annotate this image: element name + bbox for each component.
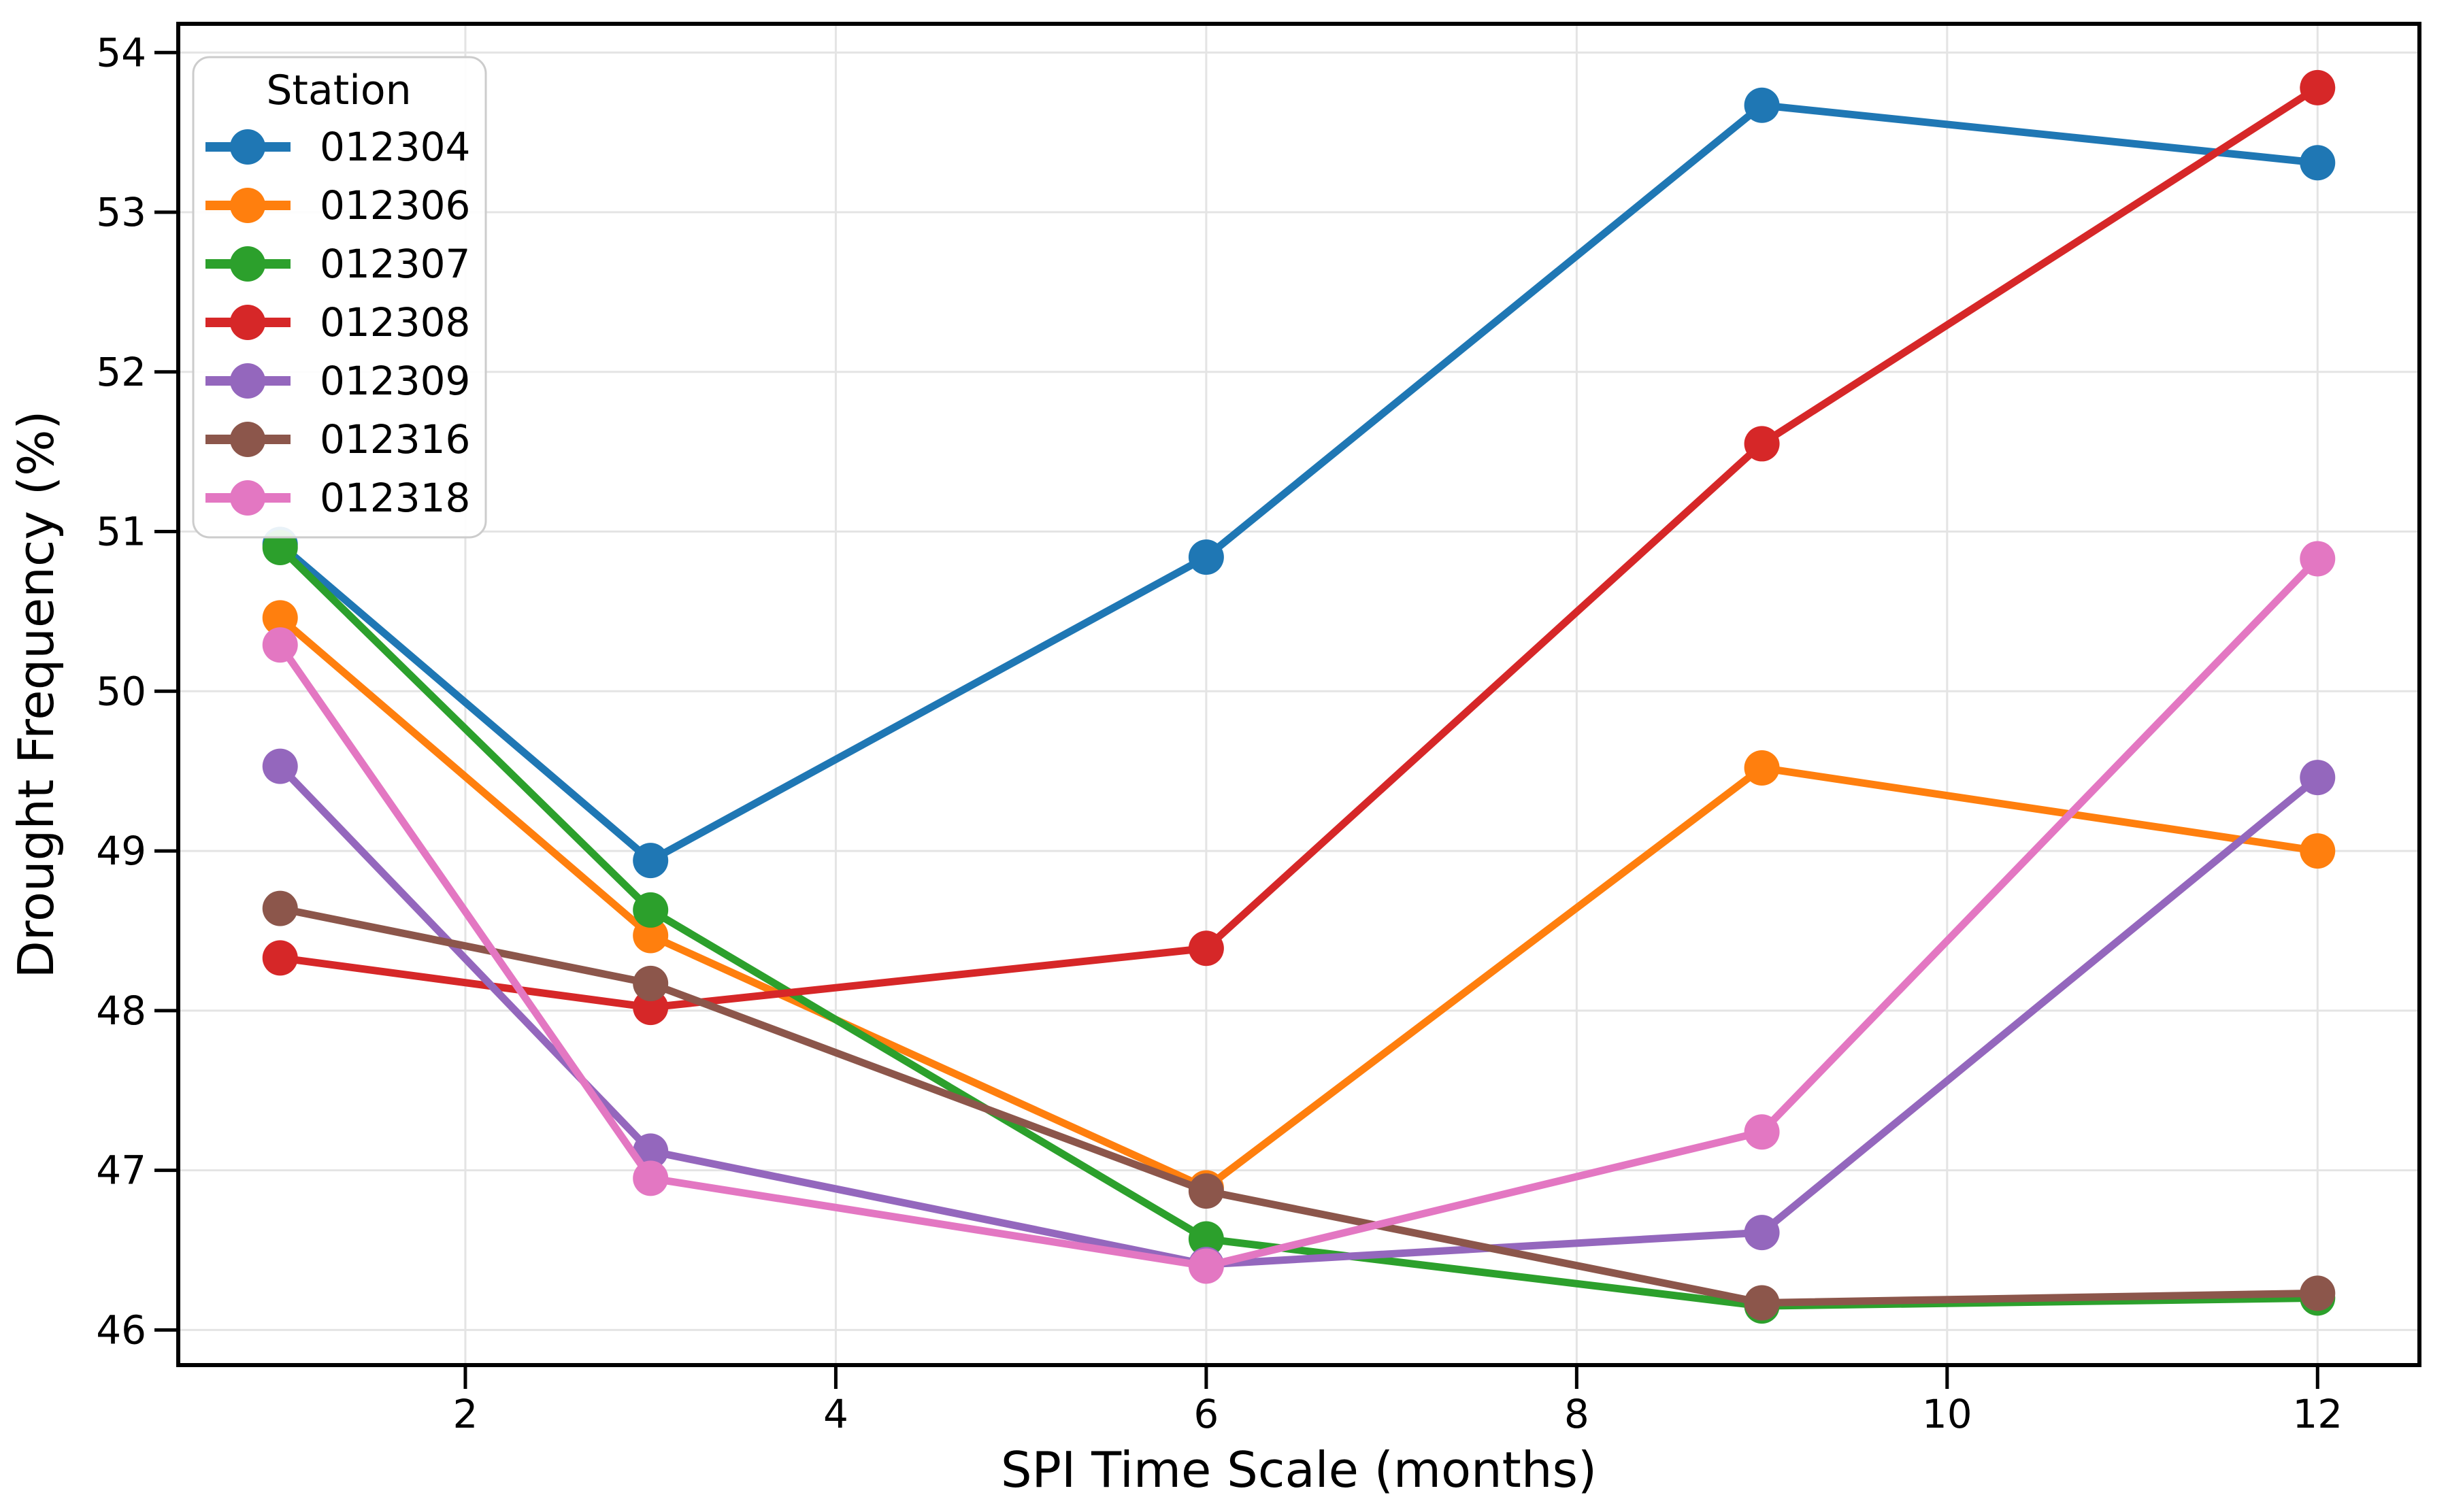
legend-swatch-marker <box>230 129 265 165</box>
legend: 012304 012306 012307 012308 012309 012316 0123… <box>192 56 487 539</box>
data-point-012316-x12 <box>2300 1275 2336 1311</box>
legend-entry-012306: 012306 <box>205 182 470 229</box>
data-point-012304-x9 <box>1744 87 1780 123</box>
x-tick-label: 10 <box>1922 1391 1972 1437</box>
y-tick-label: 54 <box>96 29 146 75</box>
x-tick-label: 8 <box>1564 1391 1589 1437</box>
data-point-012308-x9 <box>1744 426 1780 462</box>
legend-label: 012304 <box>320 124 470 170</box>
y-tick-label: 53 <box>96 189 146 235</box>
data-point-012316-x9 <box>1744 1285 1780 1321</box>
legend-title: Station <box>266 67 411 114</box>
data-point-012318-x12 <box>2300 541 2336 577</box>
legend-label: 012316 <box>320 416 470 463</box>
data-point-012304-x12 <box>2300 145 2336 181</box>
data-point-012306-x12 <box>2300 833 2336 869</box>
legend-entry-012307: 012307 <box>205 241 470 287</box>
data-point-012318-x1 <box>262 627 298 663</box>
data-point-012308-x6 <box>1188 930 1224 967</box>
data-point-012309-x12 <box>2300 760 2336 796</box>
data-point-012307-x6 <box>1188 1221 1224 1257</box>
data-point-012309-x9 <box>1744 1215 1780 1251</box>
plot-border <box>176 22 2421 1367</box>
x-tick-label: 12 <box>2292 1391 2343 1437</box>
legend-label: 012306 <box>320 182 470 229</box>
y-tick-label: 52 <box>96 349 146 395</box>
y-tick-label: 48 <box>96 988 146 1034</box>
x-tick-label: 6 <box>1193 1391 1219 1437</box>
legend-entry-012309: 012309 <box>205 358 470 404</box>
data-point-012318-x3 <box>633 1160 669 1196</box>
data-point-012307-x1 <box>262 530 298 566</box>
y-tick-label: 51 <box>96 509 146 555</box>
legend-entry-012308: 012308 <box>205 299 470 346</box>
legend-label: 012308 <box>320 299 470 346</box>
legend-box <box>192 56 487 539</box>
data-point-012306-x9 <box>1744 750 1780 786</box>
series-line-012304 <box>276 101 2321 864</box>
series-line-012318 <box>276 554 2321 1270</box>
data-point-012316-x1 <box>262 890 298 926</box>
series-line-012306 <box>276 614 2321 1192</box>
data-point-012309-x1 <box>262 748 298 784</box>
data-point-012306-x3 <box>633 918 669 954</box>
legend-swatch-marker <box>230 188 265 223</box>
data-point-012308-x1 <box>262 940 298 976</box>
data-point-012318-x6 <box>1188 1248 1224 1284</box>
legend-swatch-marker <box>230 305 265 340</box>
legend-swatch-marker <box>230 246 265 282</box>
y-tick-label: 50 <box>96 668 146 714</box>
series-line-012309 <box>276 762 2321 1269</box>
legend-entry-012318: 012318 <box>205 475 470 521</box>
legend-swatch-marker <box>230 363 265 399</box>
legend-label: 012307 <box>320 241 470 287</box>
data-point-012316-x3 <box>633 965 669 1001</box>
series-layer <box>262 69 2336 1324</box>
legend-entry-012316: 012316 <box>205 416 470 463</box>
y-tick-label: 47 <box>96 1147 146 1194</box>
data-point-012304-x6 <box>1188 539 1224 575</box>
legend-label: 012318 <box>320 475 470 521</box>
data-point-012318-x9 <box>1744 1114 1780 1150</box>
x-tick-label: 2 <box>453 1391 478 1437</box>
legend-swatch-marker <box>230 480 265 516</box>
data-point-012306-x1 <box>262 600 298 636</box>
legend-swatch-marker <box>230 422 265 457</box>
legend-label: 012309 <box>320 358 470 404</box>
y-tick-label: 49 <box>96 828 146 874</box>
data-point-012304-x3 <box>633 843 669 879</box>
series-line-012307 <box>276 543 2321 1310</box>
data-point-012307-x3 <box>633 892 669 928</box>
x-tick-label: 4 <box>823 1391 848 1437</box>
data-point-012308-x12 <box>2300 69 2336 105</box>
data-point-012316-x6 <box>1188 1173 1224 1209</box>
grid-layer <box>178 24 2419 1365</box>
x-axis-label: SPI Time Scale (months) <box>1001 1441 1597 1498</box>
y-tick-label: 46 <box>96 1307 146 1353</box>
y-axis-label: Drought Frequency (%) <box>7 410 65 978</box>
legend-entry-012304: 012304 <box>205 124 470 170</box>
